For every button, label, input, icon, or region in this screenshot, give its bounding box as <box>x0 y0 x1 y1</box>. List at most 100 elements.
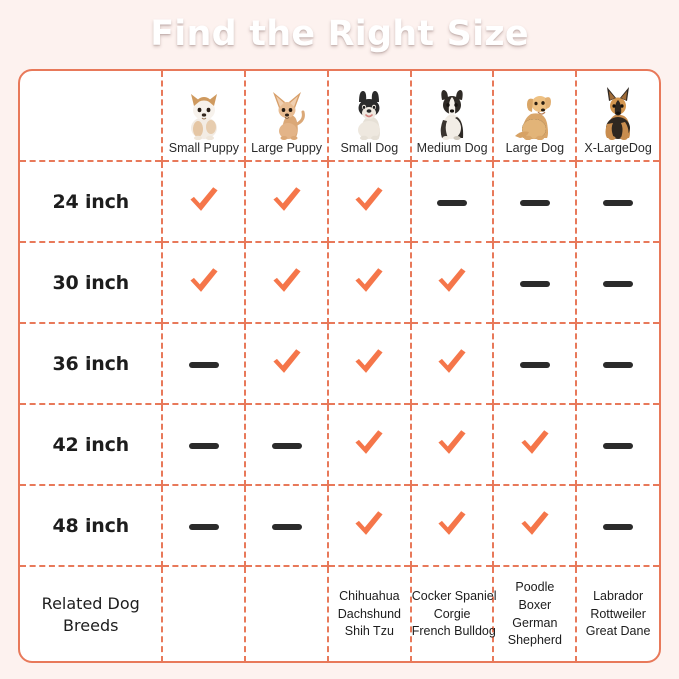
cell-3-1 <box>244 403 328 485</box>
header-corner-cell <box>20 71 162 161</box>
dash-icon <box>188 442 219 449</box>
cell-1-5 <box>575 241 659 323</box>
check-mark-icon <box>189 185 219 213</box>
breed-line: Labrador <box>593 588 644 603</box>
dash-icon <box>519 199 550 206</box>
german-shepherd-photo <box>592 84 644 141</box>
breeds-cell-4: Poodle Boxer German Shepherd <box>492 565 577 661</box>
header-cell-5: X-LargeDog <box>575 71 659 161</box>
column-label-0: Small Puppy <box>168 141 239 156</box>
cell-4-3 <box>409 484 494 566</box>
dash-icon <box>437 199 468 206</box>
check-mark-icon <box>520 509 550 537</box>
header-cell-1: Large Puppy <box>244 71 328 161</box>
cell-4-0 <box>161 484 246 566</box>
cell-0-4 <box>492 160 577 242</box>
dash-icon <box>603 361 634 368</box>
cell-1-4 <box>492 241 577 323</box>
cell-0-2 <box>326 160 411 242</box>
breed-line: Poodle <box>515 580 555 594</box>
breeds-cell-5: Labrador Rottweiler Great Dane <box>575 565 659 661</box>
size-label-1: 30 inch <box>20 241 163 323</box>
size-chart-container: Small Puppy <box>18 69 661 663</box>
breeds-cell-3: Cocker Spaniel Corgie French Bulldog <box>409 565 497 661</box>
cell-1-2 <box>326 241 411 323</box>
related-breeds-title-line1: Related Dog <box>41 593 140 613</box>
dash-icon <box>603 199 634 206</box>
check-mark-icon <box>354 509 384 537</box>
cell-1-0 <box>161 241 246 323</box>
french-bulldog-photo <box>343 84 395 141</box>
header-cell-0: Small Puppy <box>161 71 246 161</box>
size-label-3: 42 inch <box>20 403 163 485</box>
page-title: Find the Right Size <box>150 14 529 54</box>
dash-icon <box>603 523 634 530</box>
check-mark-icon <box>437 428 467 456</box>
check-mark-icon <box>437 509 467 537</box>
check-mark-icon <box>189 266 219 294</box>
cell-4-5 <box>575 484 659 566</box>
cell-1-3 <box>409 241 494 323</box>
table-row: 30 inch <box>20 241 659 323</box>
size-label-2: 36 inch <box>20 322 163 404</box>
breed-line: Rottweiler <box>590 606 646 621</box>
cell-4-2 <box>326 484 411 566</box>
check-mark-icon <box>354 428 384 456</box>
dash-icon <box>519 361 550 368</box>
cell-0-5 <box>575 160 659 242</box>
header-cell-3: Medium Dog <box>409 71 494 161</box>
column-label-4: Large Dog <box>505 141 565 156</box>
check-mark-icon <box>354 266 384 294</box>
cell-4-4 <box>492 484 577 566</box>
cell-0-0 <box>161 160 246 242</box>
breed-line: Dachshund <box>337 606 401 621</box>
column-label-1: Large Puppy <box>251 141 323 156</box>
check-mark-icon <box>272 266 302 294</box>
cell-3-4 <box>492 403 577 485</box>
breeds-cell-2: Chihuahua Dachshund Shih Tzu <box>326 565 411 661</box>
breed-line: German <box>512 615 558 630</box>
dash-icon <box>603 280 634 287</box>
header-row: Small Puppy <box>20 71 659 161</box>
table-row: 36 inch <box>20 322 659 404</box>
column-label-5: X-LargeDog <box>584 141 652 156</box>
breed-line: Cocker Spaniel <box>411 588 497 603</box>
size-label-4: 48 inch <box>20 484 163 566</box>
check-mark-icon <box>272 347 302 375</box>
cell-2-1 <box>244 322 328 404</box>
column-label-2: Small Dog <box>340 141 399 156</box>
header-cell-2: Small Dog <box>326 71 411 161</box>
table-row: 42 inch <box>20 403 659 485</box>
breed-line: Shih Tzu <box>344 624 394 639</box>
breeds-cell-1 <box>244 565 328 661</box>
size-chart-body: Small Puppy <box>20 71 659 661</box>
dash-icon <box>519 280 550 287</box>
breed-line: French Bulldog <box>411 624 496 639</box>
table-row: 48 inch <box>20 484 659 566</box>
chihuahua-photo <box>261 84 313 141</box>
related-breeds-row: Related Dog Breeds Chihuahua Dachshund Shi… <box>20 565 659 661</box>
dash-icon <box>603 442 634 449</box>
golden-retriever-photo <box>509 84 561 141</box>
cell-1-1 <box>244 241 328 323</box>
cell-4-1 <box>244 484 328 566</box>
check-mark-icon <box>437 347 467 375</box>
check-mark-icon <box>437 266 467 294</box>
breed-line: Great Dane <box>585 624 651 639</box>
check-mark-icon <box>354 347 384 375</box>
cell-3-5 <box>575 403 659 485</box>
cell-0-3 <box>409 160 494 242</box>
breed-line: Corgie <box>433 606 471 621</box>
cell-2-5 <box>575 322 659 404</box>
check-mark-icon <box>272 185 302 213</box>
check-mark-icon <box>520 428 550 456</box>
cell-3-2 <box>326 403 411 485</box>
size-chart-table: Small Puppy <box>20 71 659 661</box>
size-label-0: 24 inch <box>20 160 163 242</box>
breeds-cell-0 <box>161 565 246 661</box>
cell-2-0 <box>161 322 246 404</box>
header-cell-4: Large Dog <box>492 71 577 161</box>
related-breeds-title-line2: Breeds <box>63 615 119 635</box>
table-row: 24 inch <box>20 160 659 242</box>
corgi-puppy-photo <box>178 84 230 141</box>
